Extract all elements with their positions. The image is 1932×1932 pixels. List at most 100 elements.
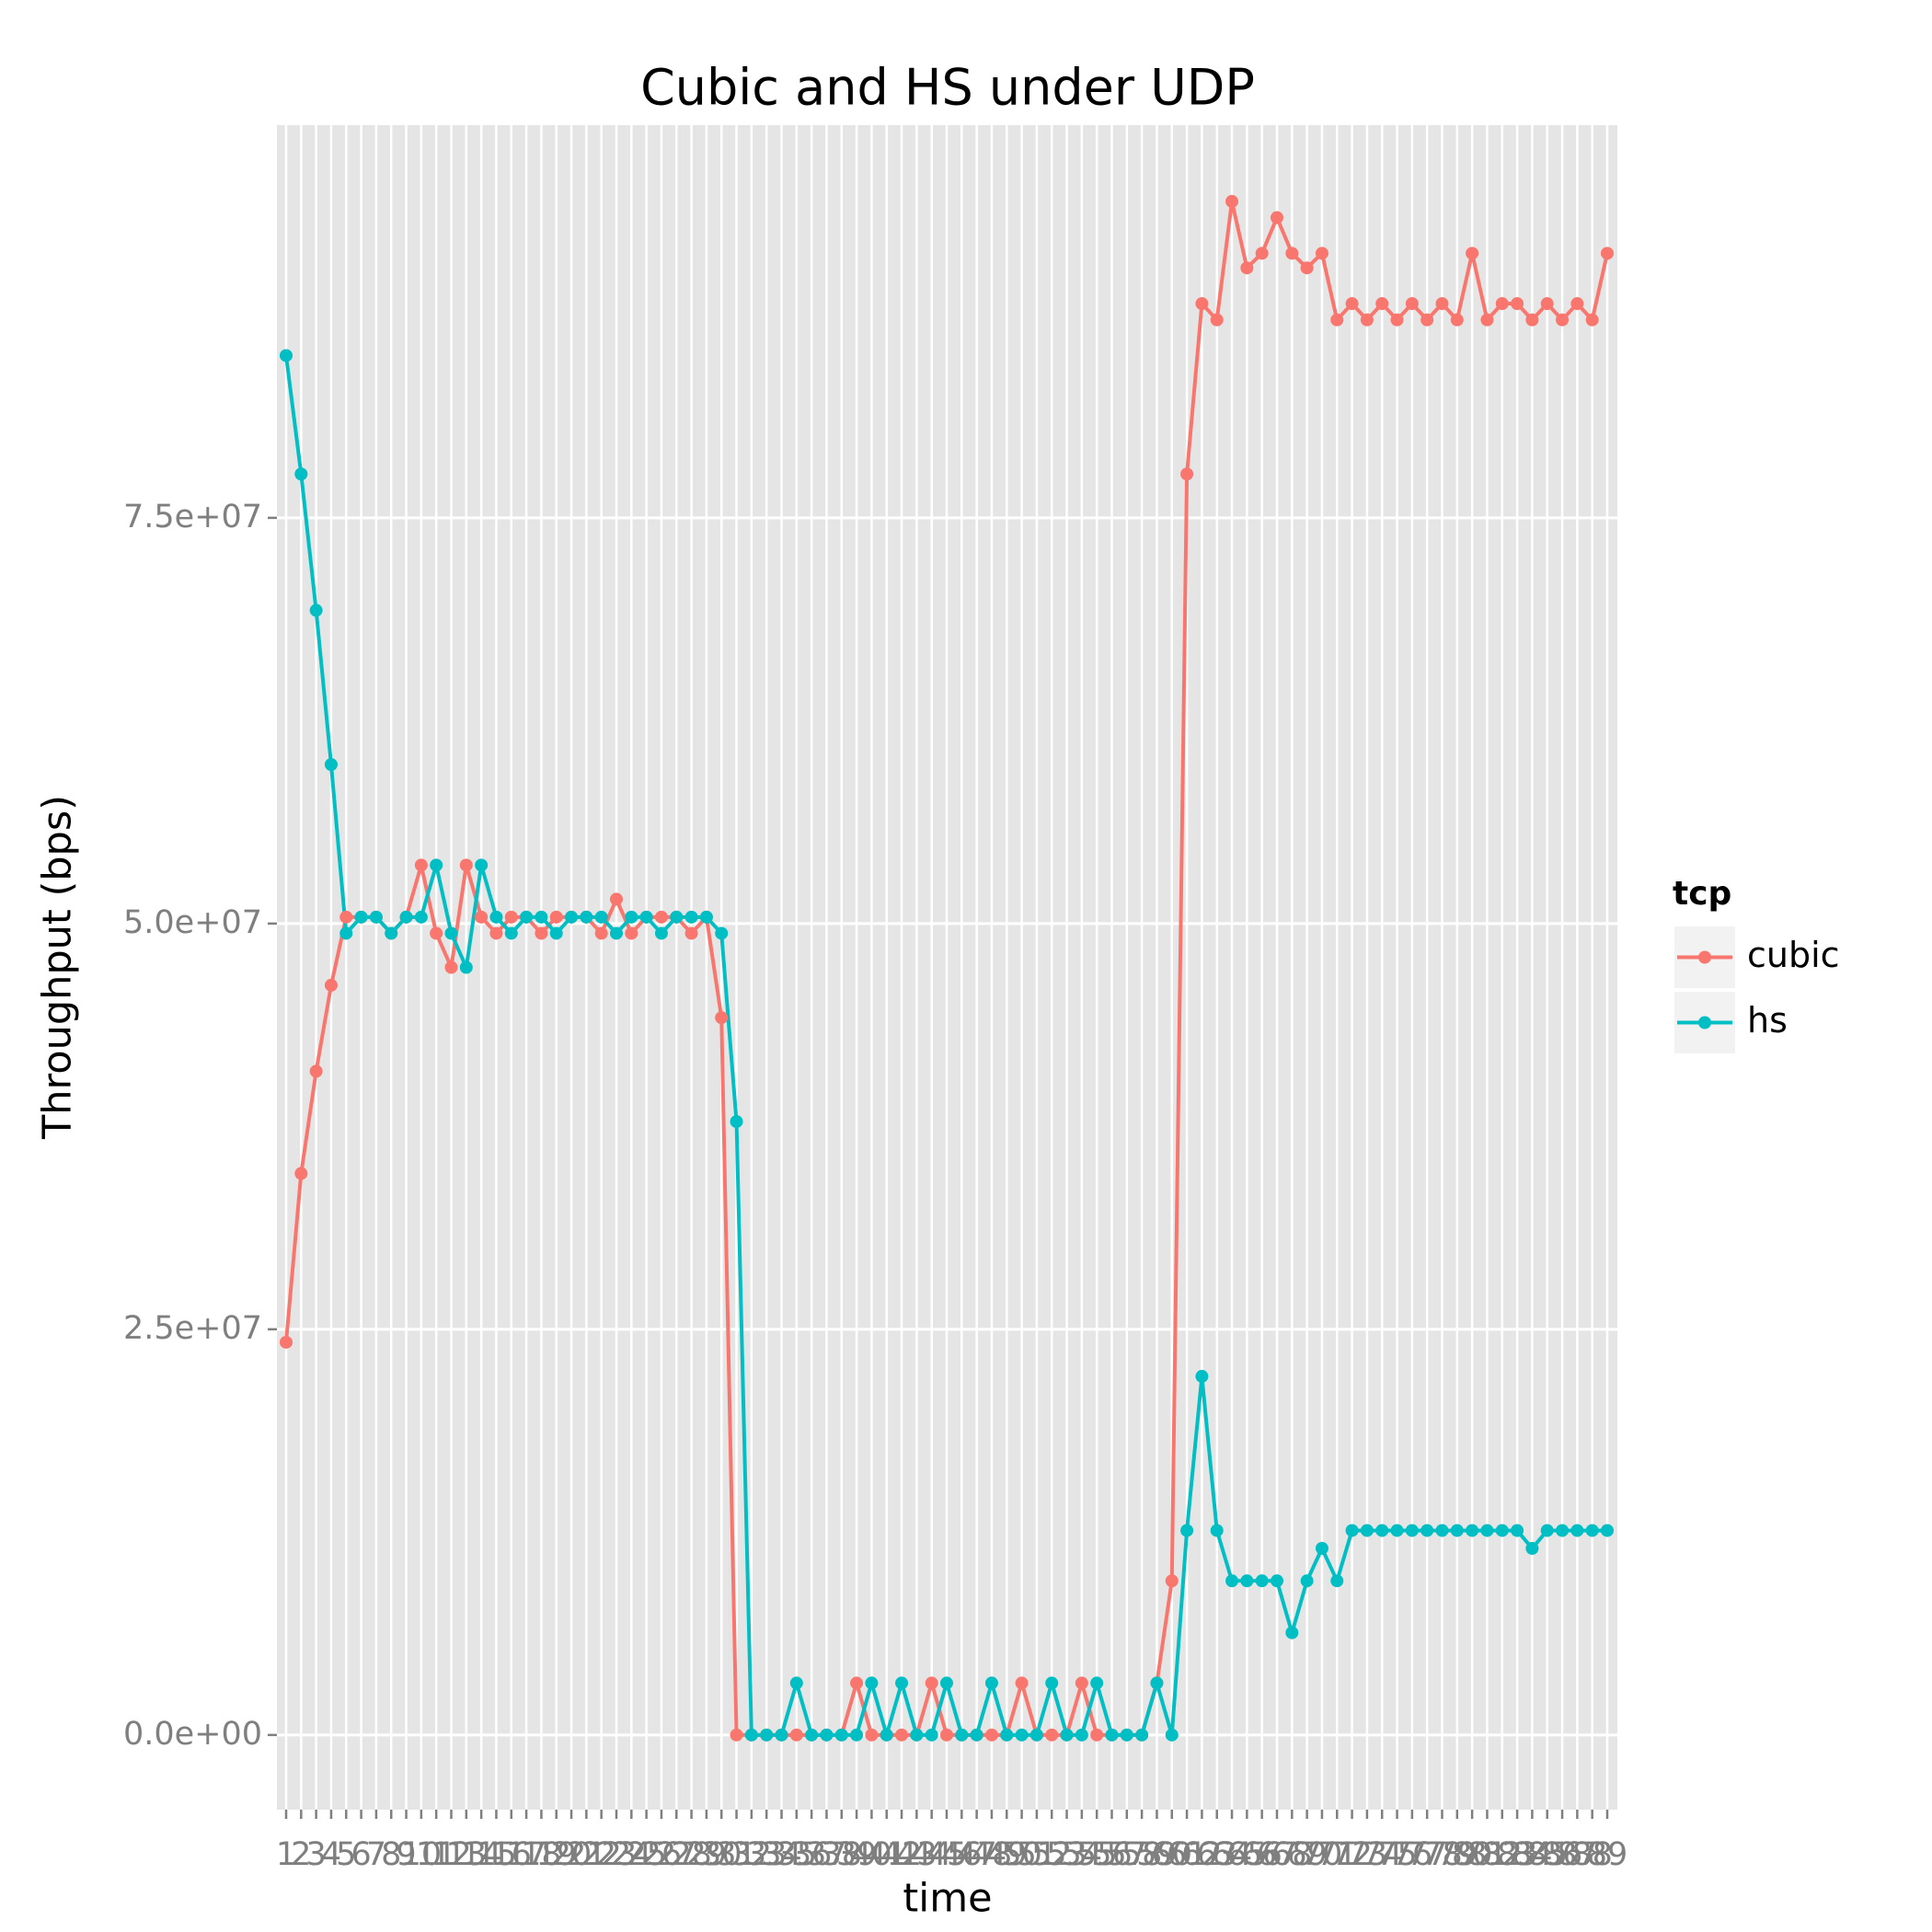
data-point xyxy=(399,910,413,924)
data-point xyxy=(339,910,353,924)
data-point xyxy=(1345,297,1359,311)
data-point xyxy=(489,926,503,940)
data-point xyxy=(1029,1728,1043,1742)
x-tick-label: 35 xyxy=(776,1836,818,1873)
data-point xyxy=(1330,1574,1344,1588)
data-point xyxy=(1075,1676,1088,1690)
x-tick-label: 75 xyxy=(1376,1836,1418,1873)
data-point xyxy=(385,926,398,940)
data-point xyxy=(294,1167,308,1180)
data-point xyxy=(1511,297,1524,311)
data-point xyxy=(1300,261,1314,275)
data-point xyxy=(744,1728,758,1742)
x-tick-label: 22 xyxy=(581,1836,622,1873)
data-point xyxy=(535,910,548,924)
data-point xyxy=(1420,313,1434,327)
data-point xyxy=(1466,1524,1479,1537)
x-tick-label: 21 xyxy=(566,1836,607,1873)
x-tick-label: 46 xyxy=(941,1836,983,1873)
data-point xyxy=(895,1728,909,1742)
legend-label: hs xyxy=(1747,1000,1788,1041)
data-point xyxy=(970,1728,983,1742)
data-point xyxy=(1195,297,1209,311)
y-tick-label: 5.0e+07 xyxy=(123,904,262,941)
data-point xyxy=(1390,1524,1404,1537)
x-tick-label: 77 xyxy=(1407,1836,1448,1873)
data-point xyxy=(925,1728,938,1742)
x-tick-label: 2 xyxy=(291,1836,311,1873)
x-tick-label: 65 xyxy=(1226,1836,1268,1873)
data-point xyxy=(1315,247,1328,260)
data-point xyxy=(1435,297,1449,311)
data-point xyxy=(1271,1574,1283,1588)
x-tick-label: 44 xyxy=(911,1836,952,1873)
data-point xyxy=(339,926,353,940)
data-point xyxy=(1556,1524,1570,1537)
x-tick-label: 5 xyxy=(336,1836,356,1873)
x-tick-label: 42 xyxy=(881,1836,923,1873)
data-point xyxy=(1000,1728,1014,1742)
x-tick-label: 39 xyxy=(836,1836,878,1873)
data-point xyxy=(1525,1542,1539,1556)
x-tick-label: 36 xyxy=(791,1836,833,1873)
x-tick-label: 85 xyxy=(1526,1836,1568,1873)
x-tick-label: 52 xyxy=(1031,1836,1073,1873)
data-point xyxy=(1601,1524,1614,1537)
data-point xyxy=(1210,1524,1224,1537)
x-tick-label: 82 xyxy=(1481,1836,1523,1873)
data-point xyxy=(940,1676,953,1690)
x-tick-label: 68 xyxy=(1271,1836,1313,1873)
data-point xyxy=(280,1335,293,1349)
x-tick-label: 69 xyxy=(1286,1836,1328,1873)
data-point xyxy=(1570,297,1584,311)
x-tick-label: 88 xyxy=(1571,1836,1613,1873)
data-point xyxy=(1450,1524,1464,1537)
data-point xyxy=(1285,1626,1299,1639)
x-tick-label: 81 xyxy=(1466,1836,1508,1873)
data-point xyxy=(789,1728,803,1742)
data-point xyxy=(1540,297,1554,311)
x-tick-label: 61 xyxy=(1167,1836,1208,1873)
data-point xyxy=(1390,313,1404,327)
data-point xyxy=(444,926,458,940)
x-tick-label: 20 xyxy=(551,1836,592,1873)
data-point xyxy=(430,858,443,872)
x-tick-label: 45 xyxy=(926,1836,968,1873)
data-point xyxy=(984,1676,998,1690)
data-point xyxy=(354,910,368,924)
data-point xyxy=(1015,1676,1029,1690)
x-tick-label: 83 xyxy=(1497,1836,1538,1873)
data-point xyxy=(475,858,489,872)
data-point xyxy=(1330,313,1344,327)
data-point xyxy=(324,978,338,992)
x-tick-label: 31 xyxy=(716,1836,757,1873)
x-tick-label: 16 xyxy=(490,1836,532,1873)
data-point xyxy=(625,910,638,924)
data-point xyxy=(730,1728,743,1742)
x-tick-label: 29 xyxy=(686,1836,728,1873)
x-tick-label: 40 xyxy=(851,1836,892,1873)
x-tick-label: 87 xyxy=(1557,1836,1598,1873)
data-point xyxy=(1511,1524,1524,1537)
x-tick-label: 32 xyxy=(731,1836,773,1873)
x-tick-label: 76 xyxy=(1392,1836,1433,1873)
data-point xyxy=(369,910,383,924)
data-point xyxy=(565,910,579,924)
data-point xyxy=(1375,297,1389,311)
data-point xyxy=(1315,1542,1328,1556)
data-point xyxy=(775,1728,788,1742)
x-tick-label: 24 xyxy=(611,1836,652,1873)
data-point xyxy=(715,1011,729,1025)
data-point xyxy=(865,1728,879,1742)
data-point xyxy=(760,1728,774,1742)
y-tick-label: 7.5e+07 xyxy=(123,499,262,535)
data-point xyxy=(430,926,443,940)
data-point xyxy=(639,910,653,924)
data-point xyxy=(1015,1728,1029,1742)
data-point xyxy=(1480,313,1494,327)
data-point xyxy=(459,858,473,872)
x-tick-label: 9 xyxy=(396,1836,416,1873)
data-point xyxy=(1585,313,1599,327)
data-point xyxy=(820,1728,834,1742)
